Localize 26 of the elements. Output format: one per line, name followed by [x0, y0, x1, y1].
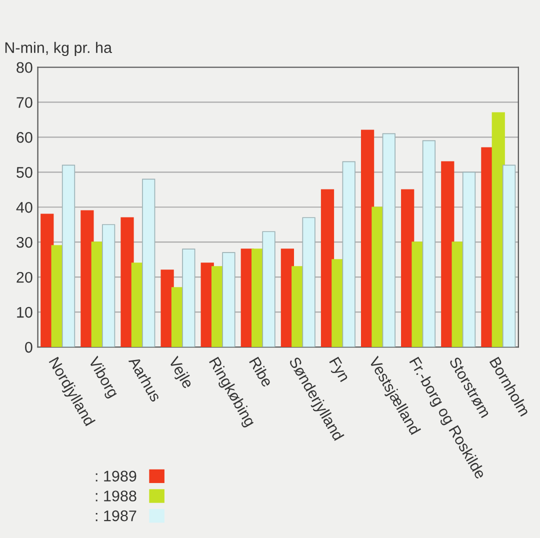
y-tick-label: 20 — [16, 272, 32, 283]
y-tick-label: 40 — [16, 202, 32, 213]
bar — [462, 172, 476, 348]
y-tick-label: 80 — [16, 62, 32, 73]
legend-label: : 1987 — [96, 510, 136, 522]
bar — [62, 164, 76, 348]
bar — [502, 164, 516, 348]
y-tick-label: 30 — [16, 236, 32, 248]
bar — [262, 231, 276, 348]
bar — [382, 133, 396, 348]
bar — [422, 140, 436, 348]
y-tick-label: 70 — [16, 97, 32, 108]
bar — [302, 217, 316, 348]
y-tick-label: 0 — [25, 342, 32, 353]
y-axis-title: N-min, kg pr. ha — [5, 42, 112, 56]
bar — [441, 161, 454, 348]
bar — [142, 178, 156, 348]
bar — [102, 224, 116, 348]
y-tick-label: 10 — [17, 306, 32, 318]
y-tick-label: 60 — [16, 132, 32, 143]
bar — [342, 161, 356, 348]
legend-label: : 1989 — [96, 470, 136, 482]
bar — [182, 248, 196, 348]
bar — [222, 252, 236, 348]
legend-label: : 1988 — [96, 490, 136, 502]
y-tick-label: 50 — [16, 167, 32, 178]
